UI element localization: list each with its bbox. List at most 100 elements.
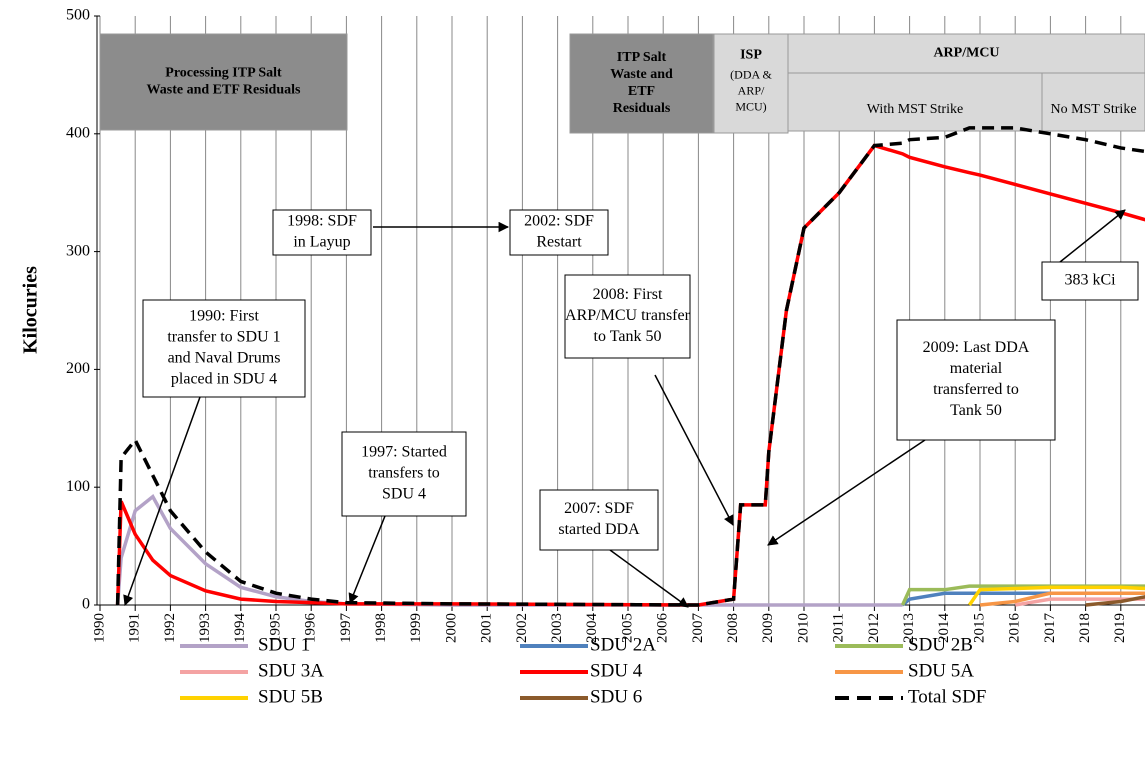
x-tick-label: 1993 <box>197 613 213 643</box>
period-label: (DDA & <box>730 67 772 81</box>
legend-label: SDU 6 <box>590 686 642 707</box>
period-box <box>99 33 348 131</box>
y-tick-label: 200 <box>66 360 90 377</box>
y-tick-label: 0 <box>82 596 90 613</box>
y-tick-label: 100 <box>66 478 90 495</box>
annotation-text: started DDA <box>558 521 640 538</box>
legend-label: SDU 1 <box>258 634 310 655</box>
annotation-box <box>564 274 691 359</box>
x-tick-label: 2002 <box>514 613 530 643</box>
annotation-text: 2009: Last DDA <box>923 339 1030 356</box>
x-tick-label: 1995 <box>267 613 283 643</box>
annotation-text: 2008: First <box>593 286 663 303</box>
annotation-arrow <box>767 439 926 546</box>
annotation-text: Restart <box>536 234 582 251</box>
period-label: MCU) <box>735 99 766 113</box>
x-tick-label: 1991 <box>127 613 143 643</box>
period-label: ARP/ <box>738 83 765 97</box>
y-tick-label: 300 <box>66 242 90 259</box>
annotation-text: transfer to SDU 1 <box>167 329 280 346</box>
annotation-box <box>539 489 659 551</box>
annotation-text: ARP/MCU transfer <box>565 307 691 324</box>
annotation-text: Tank 50 <box>950 402 1002 419</box>
annotation-box <box>509 209 609 256</box>
x-tick-label: 2017 <box>1042 613 1058 644</box>
annotation-arrow <box>654 374 734 526</box>
x-tick-label: 2015 <box>971 613 987 643</box>
x-tick-label: 1998 <box>373 613 389 643</box>
y-axis-label: Kilocuries <box>20 266 42 354</box>
period-label: No MST Strike <box>1050 102 1136 117</box>
x-tick-label: 2009 <box>760 613 776 643</box>
y-tick-label: 500 <box>66 7 90 24</box>
period-label: ITP Salt <box>617 50 667 65</box>
x-tick-label: 2010 <box>795 613 811 643</box>
annotation-box <box>1041 261 1139 301</box>
x-tick-label: 2006 <box>655 613 671 644</box>
annotation-text: to Tank 50 <box>594 328 662 345</box>
x-tick-label: 1997 <box>338 613 354 644</box>
series-line <box>1085 595 1145 607</box>
annotation-arrow <box>348 515 386 604</box>
annotation-text: 2007: SDF <box>564 500 634 517</box>
legend-label: SDU 2A <box>590 634 656 655</box>
annotation-box <box>341 431 467 517</box>
annotation-text: 2002: SDF <box>524 213 594 230</box>
annotation-text: and Naval Drums <box>168 350 281 367</box>
annotation-box <box>896 319 1056 441</box>
period-label: ARP/MCU <box>933 46 999 61</box>
x-tick-label: 2011 <box>831 613 847 642</box>
x-tick-label: 1996 <box>303 613 319 644</box>
period-label: Residuals <box>613 101 671 116</box>
annotation-text: transferred to <box>933 381 1019 398</box>
x-tick-label: 2014 <box>936 613 952 644</box>
x-tick-label: 1992 <box>162 613 178 643</box>
x-tick-label: 2016 <box>1007 612 1023 643</box>
series-line <box>115 126 1145 607</box>
annotation-text: in Layup <box>293 234 350 251</box>
period-label: Waste and <box>610 67 673 82</box>
annotation-text: SDU 4 <box>382 486 426 503</box>
x-tick-label: 1994 <box>232 613 248 644</box>
x-tick-label: 2008 <box>725 613 741 643</box>
annotation-text: transfers to <box>368 465 440 482</box>
period-label: ETF <box>628 84 655 99</box>
period-label: ISP <box>740 48 762 63</box>
period-box <box>1041 72 1145 132</box>
annotation-text: material <box>950 360 1003 377</box>
annotation-text: 1990: First <box>189 308 259 325</box>
legend-label: SDU 5A <box>908 660 974 681</box>
period-box <box>569 33 714 134</box>
x-tick-label: 2000 <box>443 613 459 643</box>
annotation-text: 1997: Started <box>361 444 447 461</box>
annotation-arrow <box>1059 209 1126 263</box>
legend-label: SDU 3A <box>258 660 324 681</box>
series-line <box>967 585 1145 606</box>
x-tick-label: 2001 <box>479 613 495 643</box>
x-tick-label: 2004 <box>584 613 600 644</box>
x-tick-label: 2007 <box>690 613 706 644</box>
x-tick-label: 2018 <box>1077 613 1093 643</box>
annotation-box <box>272 209 372 256</box>
period-label: Waste and ETF Residuals <box>147 83 301 98</box>
series-line <box>979 591 1145 607</box>
legend-label: Total SDF <box>908 686 986 707</box>
annotation-text: 1998: SDF <box>287 213 357 230</box>
annotation-arrow <box>123 396 201 606</box>
x-tick-label: 2012 <box>866 613 882 643</box>
period-box <box>713 33 789 134</box>
period-label: Processing ITP Salt <box>165 66 282 81</box>
x-tick-label: 2019 <box>1112 613 1128 643</box>
legend-label: SDU 4 <box>590 660 643 681</box>
legend-label: SDU 2B <box>908 634 973 655</box>
period-label: With MST Strike <box>867 102 963 117</box>
annotation-arrow <box>609 549 689 608</box>
y-tick-label: 400 <box>66 124 90 141</box>
x-tick-label: 2013 <box>901 613 917 643</box>
annotation-box <box>142 299 306 398</box>
annotation-text: 383 kCi <box>1064 272 1116 289</box>
x-tick-label: 1999 <box>408 613 424 643</box>
x-tick-label: 2003 <box>549 613 565 643</box>
x-tick-label: 2005 <box>619 613 635 643</box>
